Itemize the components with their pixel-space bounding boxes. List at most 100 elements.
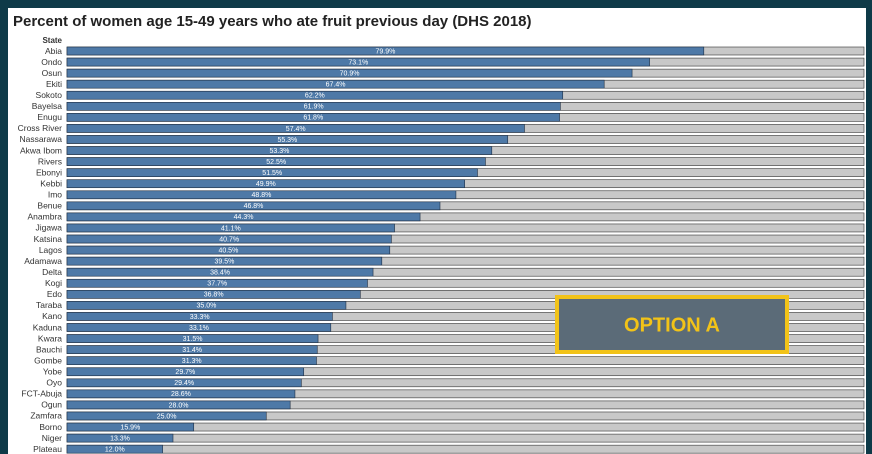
bar xyxy=(66,345,318,354)
category-label: Katsina xyxy=(34,234,63,244)
bar xyxy=(66,290,361,299)
value-label: 15.9% xyxy=(120,424,140,431)
value-label: 44.3% xyxy=(234,214,254,221)
value-label: 29.7% xyxy=(175,369,195,376)
bar xyxy=(66,378,302,388)
value-label: 28.0% xyxy=(169,402,189,409)
category-label: Yobe xyxy=(43,366,62,376)
category-label: Taraba xyxy=(36,300,62,310)
bar xyxy=(66,168,478,177)
bars: Abia 79.9% Ondo 73.1% Osun 70.9% Ekiti 67.4% Sok… xyxy=(18,46,865,454)
bar xyxy=(66,444,163,454)
category-label: Abia xyxy=(45,46,62,56)
category-label: Jigawa xyxy=(36,223,63,233)
category-label: Zamfara xyxy=(30,411,62,421)
bar xyxy=(66,46,705,56)
category-label: Gombe xyxy=(34,355,62,365)
bar xyxy=(66,422,195,432)
bar xyxy=(66,135,509,144)
value-label: 33.3% xyxy=(190,314,210,321)
category-label: Imo xyxy=(48,190,62,200)
bar xyxy=(66,190,457,200)
value-label: 67.4% xyxy=(326,82,346,89)
value-label: 73.1% xyxy=(348,59,368,66)
value-label: 52.5% xyxy=(266,159,286,166)
category-label: Enugu xyxy=(37,112,62,122)
bar xyxy=(66,102,561,111)
chart-title: Percent of women age 15-49 years who ate… xyxy=(13,13,532,30)
bar xyxy=(66,157,486,166)
category-label: Kebbi xyxy=(40,178,62,188)
category-label: Nassarawa xyxy=(19,134,62,144)
category-label: Ogun xyxy=(41,400,62,410)
bar xyxy=(66,256,383,266)
bar xyxy=(66,179,466,189)
category-label: Kwara xyxy=(38,333,62,343)
bar xyxy=(66,433,174,443)
category-label: Anambra xyxy=(28,212,63,222)
category-label: Plateau xyxy=(33,444,62,454)
bar xyxy=(66,267,374,277)
value-label: 53.3% xyxy=(269,148,289,155)
value-label: 38.4% xyxy=(210,270,230,277)
value-label: 33.1% xyxy=(189,325,209,332)
bar xyxy=(66,367,305,377)
value-label: 41.1% xyxy=(221,225,241,232)
category-label: Kaduna xyxy=(33,322,63,332)
category-label: Oyo xyxy=(46,378,62,388)
category-label: Bauchi xyxy=(36,344,62,354)
value-label: 35.0% xyxy=(197,303,217,310)
category-label: Ekiti xyxy=(46,79,62,89)
category-label: Osun xyxy=(42,68,63,78)
value-label: 49.9% xyxy=(256,181,276,188)
category-label: Bayelsa xyxy=(32,101,63,111)
bar xyxy=(66,90,564,100)
value-label: 70.9% xyxy=(340,70,360,77)
bar-track xyxy=(66,444,865,454)
value-label: 61.8% xyxy=(303,115,323,122)
axis-label: State xyxy=(42,36,62,45)
category-label: Akwa Ibom xyxy=(20,145,62,155)
option-box[interactable] xyxy=(555,295,789,354)
bar xyxy=(66,212,421,222)
value-label: 31.5% xyxy=(183,336,203,343)
value-label: 62.2% xyxy=(305,93,325,100)
category-label: FCT-Abuja xyxy=(21,389,62,399)
value-label: 40.5% xyxy=(218,247,238,254)
value-label: 46.8% xyxy=(244,203,264,210)
option-label[interactable]: OPTION A xyxy=(624,314,720,336)
category-label: Sokoto xyxy=(36,90,63,100)
bar xyxy=(66,234,392,244)
bar xyxy=(66,312,333,321)
category-label: Ondo xyxy=(41,57,62,67)
value-label: 57.4% xyxy=(286,126,306,133)
category-label: Borno xyxy=(39,422,62,432)
bar xyxy=(66,201,441,211)
bar xyxy=(66,278,368,288)
bar xyxy=(66,68,633,78)
bar xyxy=(66,356,317,365)
category-label: Kano xyxy=(42,311,62,321)
category-label: Delta xyxy=(42,267,62,277)
category-label: Niger xyxy=(42,433,62,443)
bar xyxy=(66,146,493,155)
bar xyxy=(66,389,296,399)
bar xyxy=(66,113,560,122)
bar xyxy=(66,400,291,410)
value-label: 55.3% xyxy=(277,137,297,144)
category-label: Lagos xyxy=(39,245,62,255)
category-label: Kogi xyxy=(45,278,62,288)
value-label: 28.6% xyxy=(171,391,191,398)
category-label: Edo xyxy=(47,289,62,299)
value-label: 48.8% xyxy=(252,192,272,199)
bar xyxy=(66,411,267,421)
category-label: Cross River xyxy=(18,123,63,133)
bar xyxy=(66,124,525,133)
bar xyxy=(66,223,395,233)
bar xyxy=(66,245,391,255)
bar xyxy=(66,57,650,67)
bar-track xyxy=(66,433,865,443)
value-label: 36.8% xyxy=(204,292,224,299)
